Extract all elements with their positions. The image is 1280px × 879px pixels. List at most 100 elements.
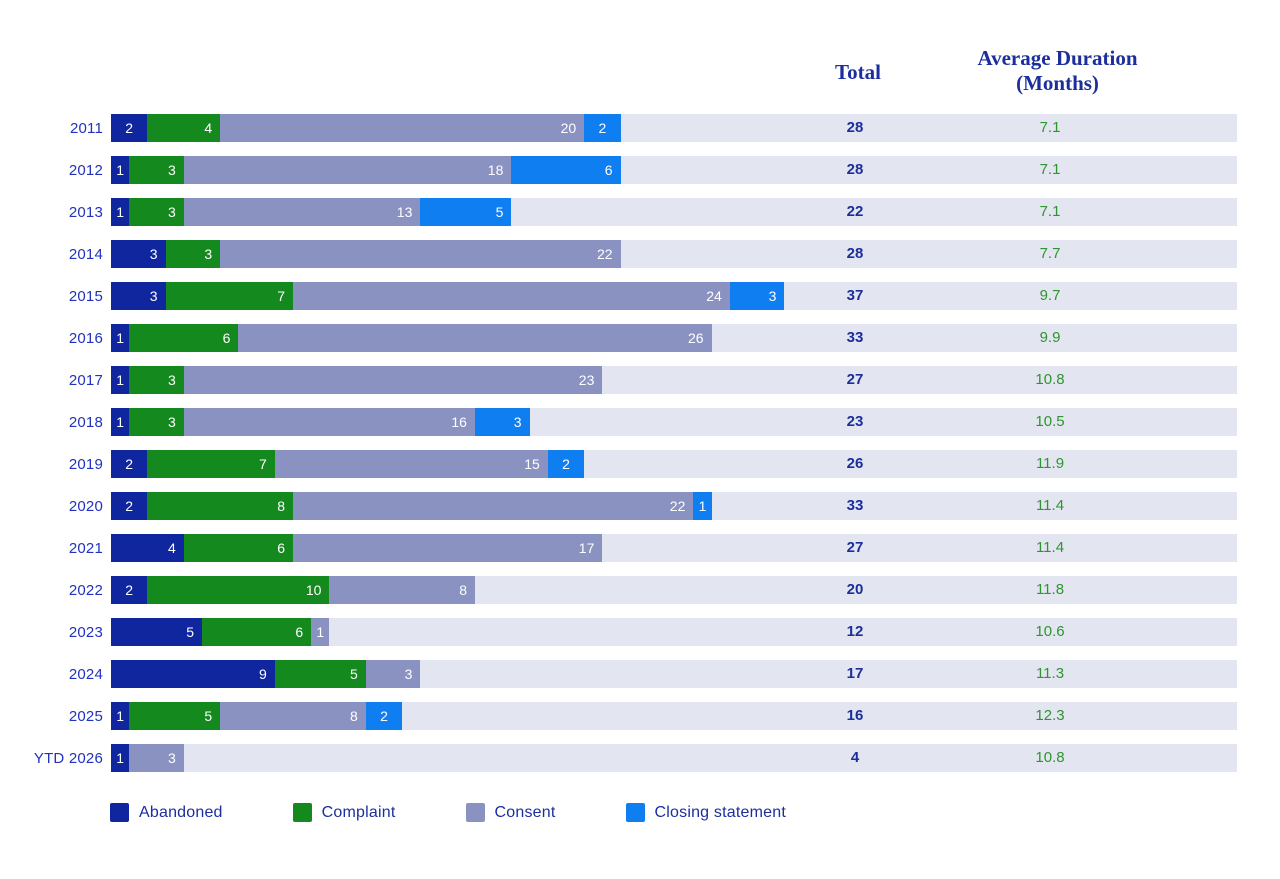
- bar-segment-abandoned: 3: [111, 282, 166, 310]
- bar-segment-closing-statement: 2: [584, 114, 621, 142]
- row-track: 3 3 22 28 7.7: [111, 240, 1237, 268]
- bar-segment-consent: 1: [311, 618, 330, 646]
- row-track: 2 4 20 2 28 7.1: [111, 114, 1237, 142]
- bar-segment-closing-statement: 1: [693, 492, 712, 520]
- bar-segment-complaint: 6: [202, 618, 312, 646]
- bar-segment-closing-statement: 5: [420, 198, 512, 226]
- bar-segment-consent: 3: [365, 660, 421, 688]
- total-value: 37: [846, 287, 864, 304]
- bar-segment-abandoned: 1: [111, 198, 130, 226]
- chart-row: 2015 3 7 24 3 37 9.7: [0, 282, 1280, 310]
- year-label: 2014: [68, 245, 103, 263]
- chart-row: 2014 3 3 22 28 7.7: [0, 240, 1280, 268]
- bar-segment-consent: 22: [292, 492, 694, 520]
- row-track: 2 7 15 2 26 11.9: [111, 450, 1237, 478]
- bar-segment-abandoned: 1: [111, 324, 130, 352]
- chart-row: 2017 1 3 23 27 10.8: [0, 366, 1280, 394]
- bar-segment-abandoned: 4: [111, 534, 184, 562]
- bar-segment-abandoned: 2: [111, 450, 148, 478]
- total-value: 12: [846, 623, 864, 640]
- bar-segment-consent: 23: [183, 366, 603, 394]
- chart-row: YTD 2026 1 3 4 10.8: [0, 744, 1280, 772]
- row-track: 5 6 1 12 10.6: [111, 618, 1237, 646]
- year-label: YTD 2026: [33, 749, 103, 767]
- row-track: 4 6 17 27 11.4: [111, 534, 1237, 562]
- total-value: 28: [846, 161, 864, 178]
- row-track: 3 7 24 3 37 9.7: [111, 282, 1237, 310]
- bar-segment-closing-statement: 2: [365, 702, 403, 730]
- chart-row: 2021 4 6 17 27 11.4: [0, 534, 1280, 562]
- bar-segment-abandoned: 2: [111, 492, 148, 520]
- chart-row: 2023 5 6 1 12 10.6: [0, 618, 1280, 646]
- bar-segment-complaint: 3: [129, 198, 184, 226]
- year-label: 2019: [68, 455, 103, 473]
- bar-segment-consent: 8: [329, 576, 475, 604]
- year-label: 2024: [68, 665, 103, 683]
- row-track: 1 3 23 27 10.8: [111, 366, 1237, 394]
- total-value: 23: [846, 413, 864, 430]
- avg-duration-value: 7.1: [1039, 203, 1061, 220]
- year-label: 2015: [68, 287, 103, 305]
- chart-row: 2012 1 3 18 6 28 7.1: [0, 156, 1280, 184]
- avg-duration-value: 10.8: [1035, 749, 1065, 766]
- chart-row: 2022 2 10 8 20 11.8: [0, 576, 1280, 604]
- row-track: 1 6 26 33 9.9: [111, 324, 1237, 352]
- bar-segment-complaint: 3: [129, 408, 184, 436]
- avg-duration-value: 10.6: [1035, 623, 1065, 640]
- bar-segment-complaint: 3: [129, 156, 184, 184]
- bar-segment-complaint: 6: [183, 534, 293, 562]
- chart-row: 2013 1 3 13 5 22 7.1: [0, 198, 1280, 226]
- bar-segment-consent: 26: [238, 324, 712, 352]
- legend-label: Complaint: [321, 803, 396, 821]
- row-track: 1 3 4 10.8: [111, 744, 1237, 772]
- total-column-header: Total: [835, 60, 881, 84]
- avg-duration-value: 9.9: [1039, 329, 1061, 346]
- row-track: 1 5 8 2 16 12.3: [111, 702, 1237, 730]
- bar-segment-consent: 16: [183, 408, 475, 436]
- bar-segment-abandoned: 1: [111, 702, 130, 730]
- legend-item-abandoned: Abandoned: [110, 803, 223, 822]
- bar-segment-complaint: 8: [147, 492, 293, 520]
- avg-duration-value: 11.4: [1035, 497, 1065, 514]
- bar-segment-abandoned: 1: [111, 408, 130, 436]
- bar-segment-abandoned: 1: [111, 744, 130, 772]
- total-value: 28: [846, 119, 864, 136]
- bar-segment-complaint: 5: [274, 660, 366, 688]
- avg-duration-value: 11.4: [1035, 539, 1065, 556]
- avg-duration-value: 11.9: [1035, 455, 1065, 472]
- bar-segment-complaint: 7: [165, 282, 293, 310]
- chart-row: 2018 1 3 16 3 23 10.5: [0, 408, 1280, 436]
- total-value: 27: [846, 539, 864, 556]
- chart-rows-area: 2011 2 4 20 2 28 7.1 2012 1 3 18 6 28 7.1 2013 1 3 13 5 22 7…: [0, 114, 1280, 786]
- legend-label: Consent: [494, 803, 556, 821]
- bar-segment-consent: 13: [183, 198, 421, 226]
- total-value: 22: [846, 203, 864, 220]
- bar-segment-abandoned: 2: [111, 114, 148, 142]
- bar-segment-abandoned: 5: [111, 618, 202, 646]
- avg-duration-column-header: Average Duration (Months): [950, 46, 1165, 96]
- year-label: 2021: [68, 539, 103, 557]
- abandoned-swatch-icon: [110, 803, 129, 822]
- chart-row: 2016 1 6 26 33 9.9: [0, 324, 1280, 352]
- bar-segment-consent: 20: [220, 114, 585, 142]
- bar-segment-abandoned: 3: [111, 240, 166, 268]
- total-value: 20: [846, 581, 864, 598]
- bar-segment-closing-statement: 6: [511, 156, 621, 184]
- avg-duration-value: 7.1: [1039, 161, 1061, 178]
- avg-duration-value: 11.8: [1035, 581, 1065, 598]
- bar-segment-complaint: 3: [129, 366, 184, 394]
- year-label: 2017: [68, 371, 103, 389]
- total-value: 17: [846, 665, 864, 682]
- chart-row: 2024 9 5 3 17 11.3: [0, 660, 1280, 688]
- year-label: 2025: [68, 707, 103, 725]
- year-label: 2013: [68, 203, 103, 221]
- chart-row: 2020 2 8 22 1 33 11.4: [0, 492, 1280, 520]
- total-value: 26: [846, 455, 864, 472]
- row-track: 1 3 16 3 23 10.5: [111, 408, 1237, 436]
- total-value: 33: [846, 497, 864, 514]
- bar-segment-abandoned: 9: [111, 660, 275, 688]
- bar-segment-consent: 3: [129, 744, 184, 772]
- year-label: 2020: [68, 497, 103, 515]
- avg-duration-value: 10.5: [1035, 413, 1065, 430]
